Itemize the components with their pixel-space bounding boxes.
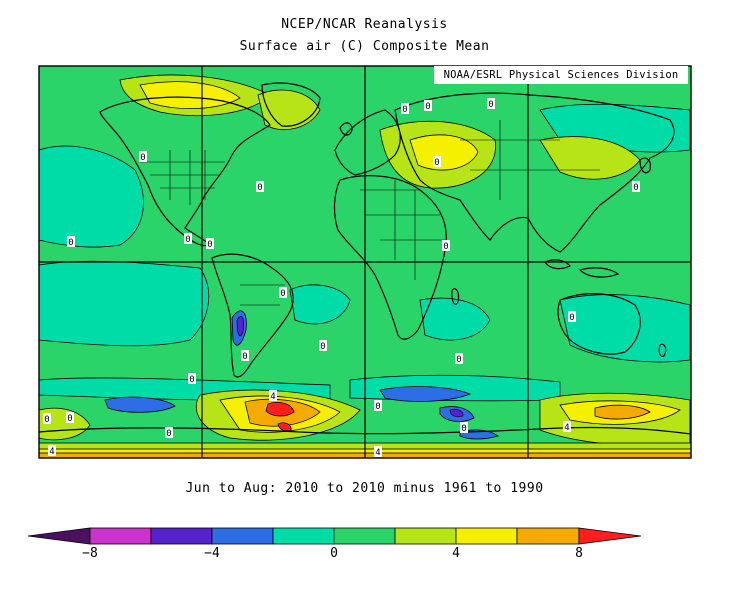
contour-label: 4 bbox=[375, 448, 380, 458]
chart-title: NCEP/NCAR Reanalysis bbox=[281, 17, 448, 32]
contour-label: 0 bbox=[44, 415, 49, 425]
contour-label: 4 bbox=[564, 423, 569, 433]
contour-label: 4 bbox=[270, 392, 275, 402]
colorbar-bin bbox=[89, 527, 152, 545]
contour-label: 0 bbox=[207, 240, 212, 250]
contour-label: 0 bbox=[242, 352, 247, 362]
colorbar-tick: −4 bbox=[204, 546, 220, 561]
contour-label: 0 bbox=[320, 342, 325, 352]
contour-label: 0 bbox=[425, 102, 430, 112]
contour-label: 0 bbox=[280, 289, 285, 299]
colorbar-tick: 8 bbox=[575, 546, 583, 561]
colorbar-bin bbox=[516, 527, 580, 545]
colorbar-bin bbox=[333, 527, 396, 545]
contour-label: 0 bbox=[166, 429, 171, 439]
map-frame bbox=[38, 65, 692, 459]
contour-label: 0 bbox=[402, 105, 407, 115]
cold-anomaly-regions bbox=[104, 310, 499, 440]
colorbar-bin bbox=[150, 527, 213, 545]
period-label: Jun to Aug: 2010 to 2010 minus 1961 to 1… bbox=[185, 481, 544, 496]
contour-label: 0 bbox=[633, 183, 638, 193]
graticule bbox=[39, 66, 691, 458]
contour-label: 0 bbox=[443, 242, 448, 252]
colorbar-bin bbox=[394, 527, 457, 545]
colorbar-bin bbox=[211, 527, 274, 545]
contour-labels: 0 0 0 0 0 0 0 0 0 0 0 0 0 0 0 0 0 0 0 0 … bbox=[43, 98, 640, 458]
colorbar-under-arrow bbox=[27, 527, 91, 545]
colorbar-tick: 4 bbox=[452, 546, 460, 561]
contour-label: 0 bbox=[569, 313, 574, 323]
contour-label: 0 bbox=[140, 153, 145, 163]
contour-label: 0 bbox=[456, 355, 461, 365]
contour-label: 0 bbox=[68, 238, 73, 248]
colorbar-bin bbox=[272, 527, 335, 545]
contour-label: 0 bbox=[189, 375, 194, 385]
colorbar-tick: −8 bbox=[82, 546, 98, 561]
chart-variable: Surface air (C) Composite Mean bbox=[239, 39, 490, 54]
colorbar-over-arrow bbox=[578, 527, 642, 545]
contour-label: 0 bbox=[434, 158, 439, 168]
contour-label: 0 bbox=[257, 183, 262, 193]
borders bbox=[140, 120, 600, 306]
contour-label: 0 bbox=[375, 402, 380, 412]
very-cold-regions bbox=[236, 316, 464, 418]
credit-label: NOAA/ESRL Physical Sciences Division bbox=[434, 66, 688, 84]
contour-label: 0 bbox=[461, 424, 466, 434]
extreme-warm-regions bbox=[265, 402, 295, 432]
colorbar-bin bbox=[455, 527, 518, 545]
contour-label: 0 bbox=[185, 235, 190, 245]
coastlines bbox=[39, 82, 691, 435]
contour-label: 0 bbox=[67, 414, 72, 424]
contour-label: 4 bbox=[49, 447, 54, 457]
contour-label: 0 bbox=[488, 100, 493, 110]
colorbar-tick: 0 bbox=[330, 546, 338, 561]
